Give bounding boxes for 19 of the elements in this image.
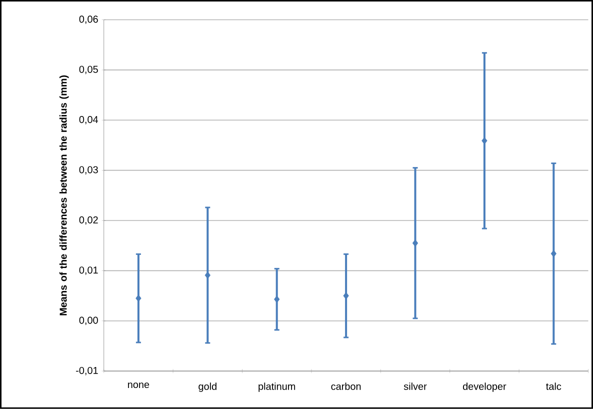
y-tick-label: 0,05 [79,66,98,74]
x-tick-label: carbon [331,382,361,390]
point [482,137,488,144]
x-tick-label: silver [404,382,427,390]
y-tick-label: 0,06 [79,16,98,24]
y-tick-label: 0,02 [79,216,98,225]
y-tick-label: 0,04 [79,116,98,124]
x-tick-label: developer [462,382,506,392]
y-tick-label: 0,00 [79,316,98,326]
x-tick-label: none [128,382,150,388]
y-tick-label: 0,03 [79,166,98,175]
point [550,250,556,258]
x-tick-label: talc [546,382,562,390]
y-tick-label: -0,01 [76,367,98,376]
x-tick-label: gold [198,382,216,392]
y-tick-label: 0,01 [79,266,98,275]
point [204,272,210,279]
x-tick-label: platinum [258,382,296,392]
y-axis-title: Means of the differences between the radius (mm) [59,75,69,316]
